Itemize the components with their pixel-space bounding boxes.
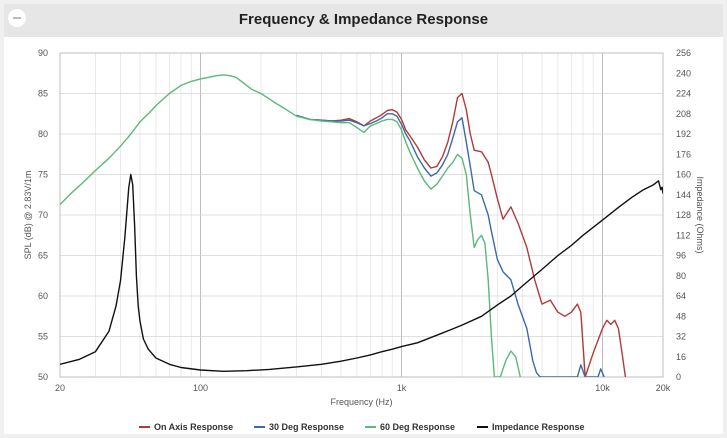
y-tick-label: 85 xyxy=(38,89,48,99)
series-line-impedance-response xyxy=(60,173,663,372)
y-tick-label: 60 xyxy=(38,291,48,301)
plot-border xyxy=(59,52,664,378)
y2-tick-label: 192 xyxy=(676,129,691,139)
y-tick-label: 80 xyxy=(38,129,48,139)
y2-axis-title: Impedance (Ohms) xyxy=(695,176,705,253)
y2-tick-label: 80 xyxy=(676,271,686,281)
series-line-60-deg-response xyxy=(60,74,521,377)
series-line-30-deg-response xyxy=(296,113,605,377)
x-tick-label: 100 xyxy=(193,383,208,393)
y-tick-label: 50 xyxy=(38,372,48,382)
legend-label: 30 Deg Response xyxy=(269,422,344,432)
y-tick-label: 90 xyxy=(38,48,48,58)
collapse-button[interactable] xyxy=(8,9,26,27)
y-tick-label: 65 xyxy=(38,251,48,261)
y-tick-label: 75 xyxy=(38,170,48,180)
x-axis-title: Frequency (Hz) xyxy=(330,397,392,407)
x-tick-label: 20k xyxy=(656,383,671,393)
title-bar xyxy=(4,4,723,37)
legend-label: Impedance Response xyxy=(492,422,585,432)
chart-title: Frequency & Impedance Response xyxy=(238,11,489,28)
y2-tick-label: 224 xyxy=(676,89,691,99)
y2-tick-label: 32 xyxy=(676,332,686,342)
y2-tick-label: 176 xyxy=(676,149,691,159)
y2-tick-label: 208 xyxy=(676,109,691,119)
y2-tick-label: 64 xyxy=(676,291,686,301)
legend-label: On Axis Response xyxy=(154,422,233,432)
y2-tick-label: 128 xyxy=(676,210,691,220)
y2-tick-label: 16 xyxy=(676,352,686,362)
y2-tick-label: 48 xyxy=(676,311,686,321)
x-tick-label: 1k xyxy=(397,383,407,393)
y-tick-label: 70 xyxy=(38,210,48,220)
legend-label: 60 Deg Response xyxy=(380,422,455,432)
y-tick-label: 55 xyxy=(38,332,48,342)
x-tick-label: 20 xyxy=(55,383,65,393)
y2-tick-label: 112 xyxy=(676,230,690,240)
y2-tick-label: 256 xyxy=(676,48,691,58)
y-axis-title: SPL (dB) @ 2.83V/1m xyxy=(23,171,33,260)
x-tick-label: 10k xyxy=(595,383,610,393)
y2-tick-label: 160 xyxy=(676,170,691,180)
y2-tick-label: 240 xyxy=(676,68,691,78)
y2-tick-label: 0 xyxy=(676,372,681,382)
series-line-on-axis-response xyxy=(296,92,627,377)
y2-tick-label: 96 xyxy=(676,251,686,261)
y2-tick-label: 144 xyxy=(676,190,691,200)
